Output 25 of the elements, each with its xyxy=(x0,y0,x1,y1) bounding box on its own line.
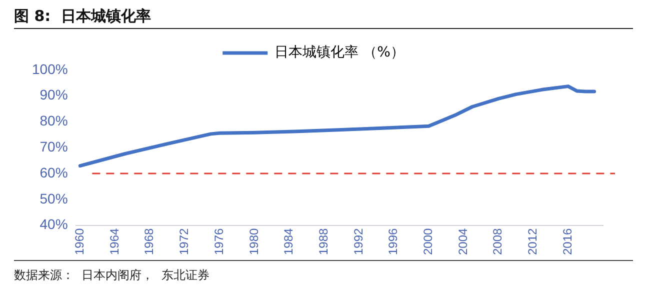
source-note: 数据来源： 日本内阁府， 东北证券 xyxy=(14,260,633,291)
y-tick-label: 50% xyxy=(40,190,68,206)
y-tick-label: 80% xyxy=(40,112,68,129)
x-tick-label: 1968 xyxy=(142,228,156,256)
x-tick-label: 2016 xyxy=(560,228,574,256)
x-tick-label: 1976 xyxy=(212,228,226,256)
x-tick-label: 1992 xyxy=(351,228,366,256)
x-tick-label: 1972 xyxy=(177,228,192,256)
chart-title: 图 8: 日本城镇化率 xyxy=(14,4,633,29)
x-tick-label: 2004 xyxy=(456,228,470,256)
x-tick-label: 1984 xyxy=(282,228,296,256)
y-tick-label: 60% xyxy=(40,164,68,180)
x-tick-label: 1980 xyxy=(246,228,261,256)
y-tick-label: 70% xyxy=(40,138,68,155)
x-tick-label: 2000 xyxy=(421,228,436,256)
x-tick-label: 2008 xyxy=(490,228,505,256)
y-tick-label: 100% xyxy=(32,60,68,77)
x-tick-label: 1988 xyxy=(316,228,330,256)
x-tick-label: 2012 xyxy=(526,228,540,256)
x-tick-label: 1996 xyxy=(386,228,400,256)
y-tick-label: 90% xyxy=(40,86,68,103)
x-tick-label: 1960 xyxy=(72,228,86,256)
y-tick-label: 40% xyxy=(40,216,68,232)
x-tick-label: 1964 xyxy=(107,228,122,256)
legend-label: 日本城镇化率 （%） xyxy=(274,44,404,61)
